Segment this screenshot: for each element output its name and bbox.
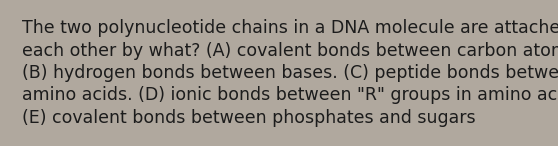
Text: The two polynucleotide chains in a DNA molecule are attached to: The two polynucleotide chains in a DNA m… <box>22 19 558 37</box>
Text: (B) hydrogen bonds between bases. (C) peptide bonds between: (B) hydrogen bonds between bases. (C) pe… <box>22 64 558 82</box>
Text: (E) covalent bonds between phosphates and sugars: (E) covalent bonds between phosphates an… <box>22 109 475 127</box>
Text: each other by what? (A) covalent bonds between carbon atoms.: each other by what? (A) covalent bonds b… <box>22 41 558 60</box>
Text: amino acids. (D) ionic bonds between "R" groups in amino acids.: amino acids. (D) ionic bonds between "R"… <box>22 86 558 105</box>
